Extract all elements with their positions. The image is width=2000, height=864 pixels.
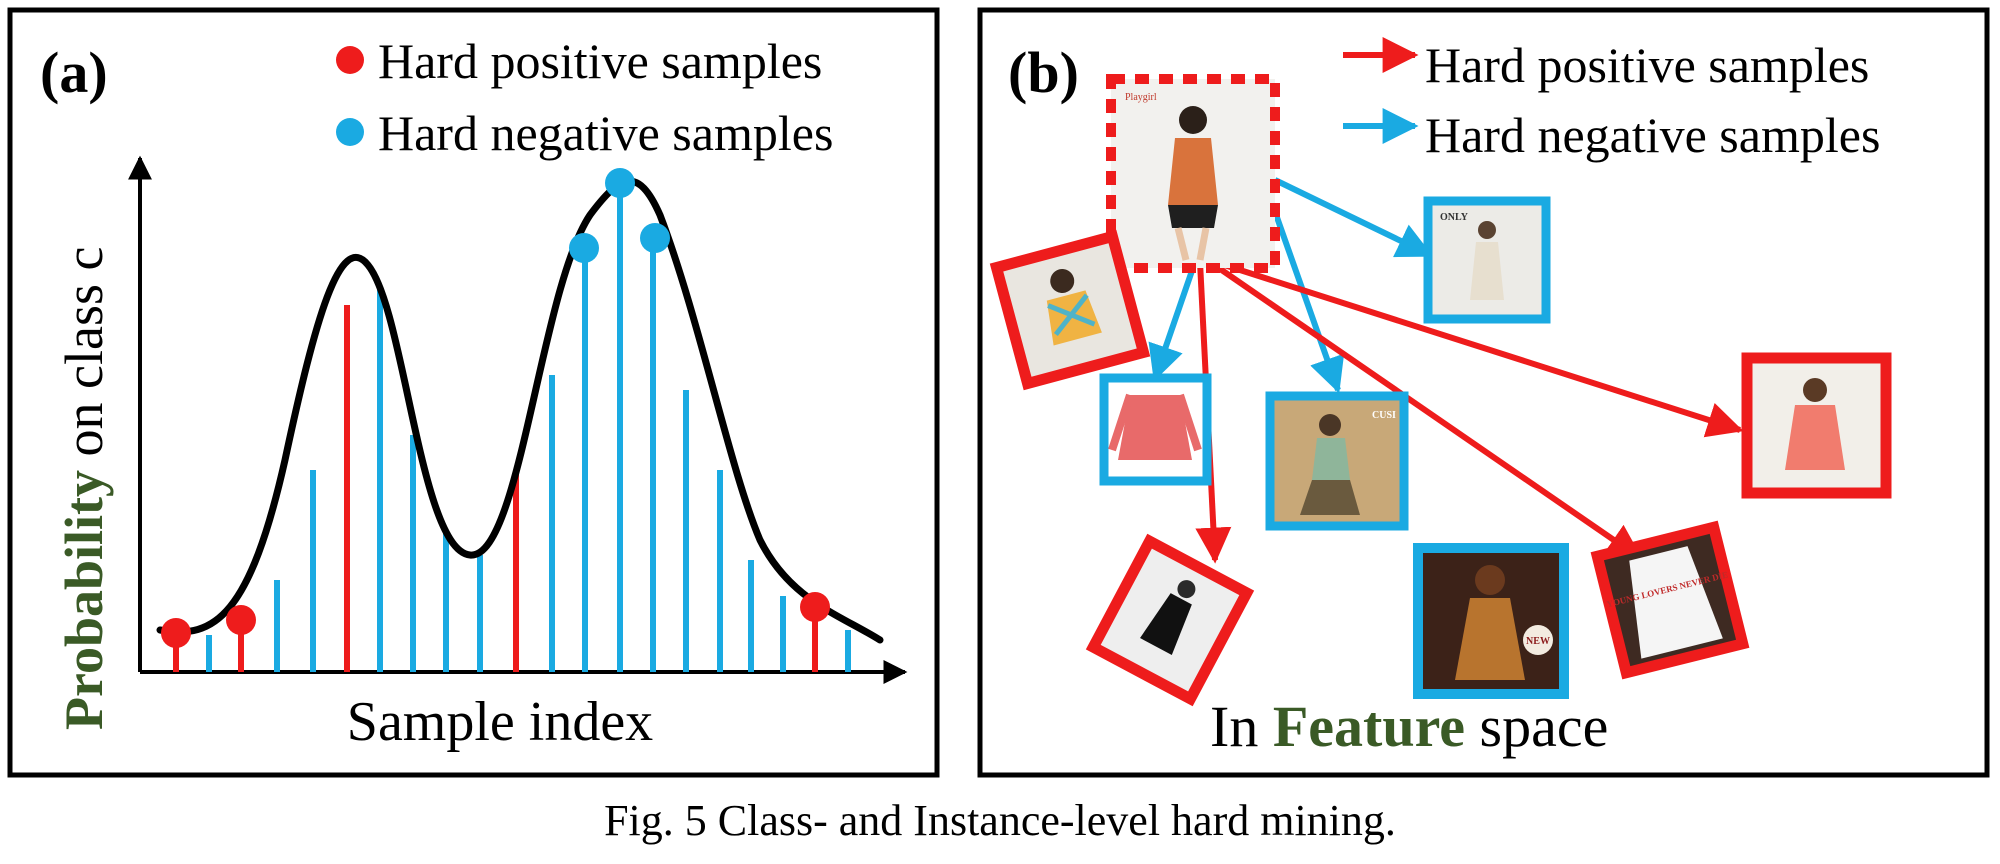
person-coat: [1455, 598, 1525, 680]
person-dress: [1140, 593, 1192, 655]
negative-image-1: ONLY: [1423, 196, 1551, 324]
hard-positive-point: [226, 605, 256, 635]
feature-space-highlight: Feature: [1273, 694, 1465, 759]
positive-image-2: [1085, 533, 1255, 707]
sample-stems: [173, 185, 851, 672]
anchor-logo: Playgirl: [1125, 92, 1157, 103]
negative-logo: ONLY: [1440, 212, 1469, 223]
new-badge-text: NEW: [1526, 636, 1550, 647]
legend-negative-label: Hard negative samples: [378, 105, 833, 161]
probability-curve: [156, 177, 884, 644]
negative-image-4: NEW: [1413, 543, 1569, 699]
person-skirt: [1168, 205, 1218, 228]
legend-negative-label: Hard negative samples: [1425, 107, 1880, 163]
hard-negative-point: [569, 233, 599, 263]
anchor-image: Playgirl: [1106, 74, 1280, 273]
figure-canvas: (a) Hard positive samples Hard negative …: [7, 7, 1990, 778]
hard-positive-point: [800, 592, 830, 622]
person-top: [1168, 138, 1218, 205]
legend-positive-label: Hard positive samples: [378, 33, 822, 89]
person-head: [1177, 580, 1196, 599]
legend-negative-marker: [336, 118, 364, 146]
negative-image-2: [1099, 373, 1212, 486]
arrow-positive: [1214, 259, 1744, 438]
positive-image-1: [989, 229, 1151, 391]
arrows: [1148, 174, 1744, 564]
positive-image-4: YOUNG LOVERS NEVER DIE: [1590, 520, 1750, 680]
person-legs: [1174, 227, 1210, 261]
person-head: [1803, 378, 1827, 402]
feature-space-prefix: In: [1210, 694, 1273, 759]
person-head: [1050, 269, 1075, 294]
panel-a-label: (a): [40, 40, 108, 105]
shirt-sleeves: [1108, 393, 1202, 452]
positive-image-5: [1741, 352, 1892, 499]
print-pattern: [1047, 293, 1096, 337]
hard-negative-point: [640, 223, 670, 253]
new-badge: [1523, 625, 1553, 655]
person-top: [1785, 405, 1845, 470]
arrow-negative: [1148, 261, 1198, 382]
feature-space-label: In Feature space: [1210, 694, 1608, 759]
person-head: [1478, 221, 1496, 239]
arrow-negative: [1273, 177, 1434, 258]
feature-space-suffix: space: [1465, 694, 1608, 759]
y-axis-label: Probability on class c: [54, 247, 114, 730]
legend-positive-marker: [336, 46, 364, 74]
arrow-positive: [1208, 259, 1643, 561]
person-skirt: [1300, 480, 1360, 515]
tshirt-shape: [1629, 546, 1723, 659]
figure-caption: Fig. 5 Class- and Instance-level hard mi…: [604, 796, 1396, 845]
person-head: [1319, 414, 1341, 436]
panel-a: (a) Hard positive samples Hard negative …: [7, 7, 940, 778]
panel-b: (b) Hard positive samples Hard negative …: [977, 7, 1990, 778]
y-axis-label-highlight: Probability: [54, 470, 114, 730]
negative-image-3: CUSI: [1265, 391, 1409, 531]
person-dress: [1470, 242, 1504, 300]
person-top: [1312, 438, 1350, 480]
hard-negative-point: [605, 168, 635, 198]
person-head: [1475, 565, 1505, 595]
person-head: [1179, 106, 1207, 134]
hard-positive-point: [161, 618, 191, 648]
y-axis-label-rest: on class c: [54, 247, 114, 470]
panel-b-label: (b): [1008, 40, 1079, 105]
legend-positive-label: Hard positive samples: [1425, 37, 1869, 93]
shirt-shape: [1118, 395, 1192, 460]
negative-logo: CUSI: [1372, 410, 1396, 421]
x-axis-label: Sample index: [347, 691, 653, 753]
